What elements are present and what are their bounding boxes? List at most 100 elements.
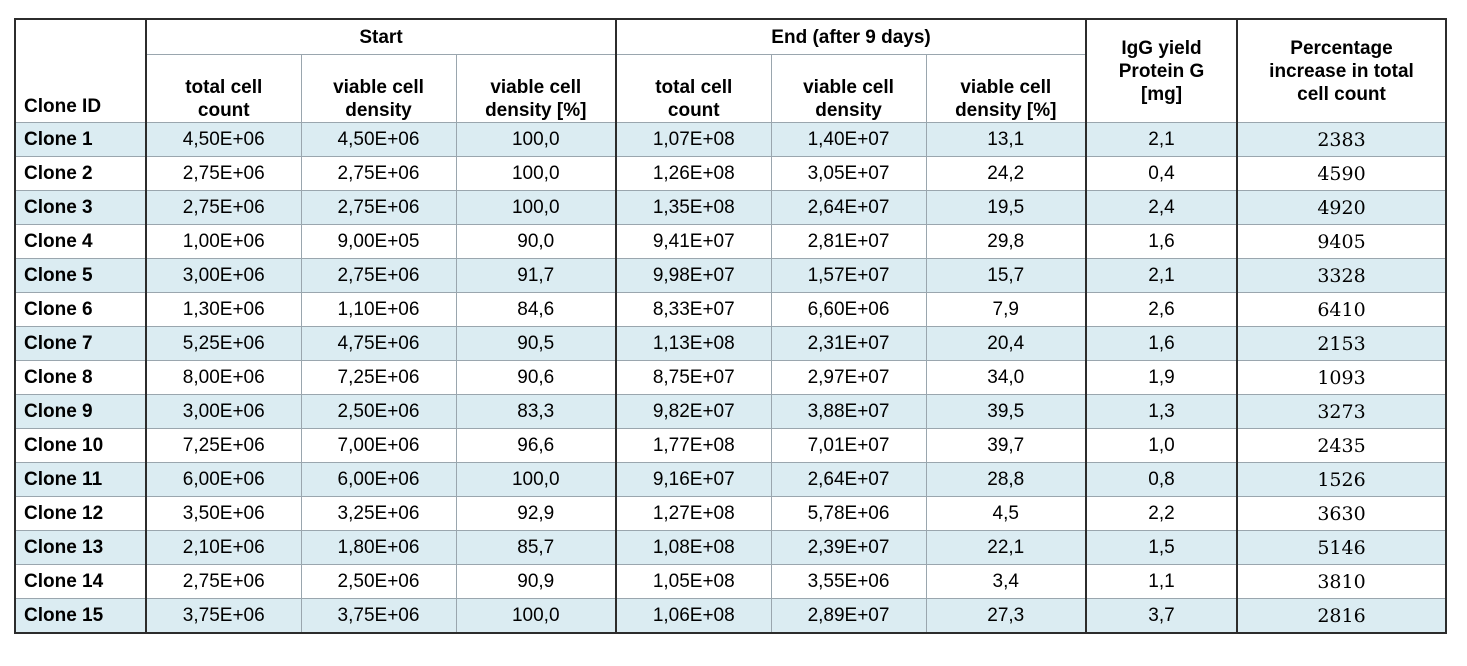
start-total-cell-count-cell: 8,00E+06 (145, 360, 302, 395)
end-viable-cell-density-pct-cell: 15,7 (925, 258, 1087, 293)
igg-yield-cell: 2,1 (1085, 122, 1238, 157)
clone-id-cell: Clone 15 (14, 598, 147, 634)
end-viable-cell-density-cell: 1,57E+07 (770, 258, 927, 293)
end-viable-cell-density-cell: 3,88E+07 (770, 394, 927, 429)
start-viable-cell-density-pct-cell: 100,0 (455, 122, 617, 157)
start-total-cell-count-cell: 2,75E+06 (145, 156, 302, 191)
igg-yield-cell: 2,2 (1085, 496, 1238, 531)
start-viable-cell-density-pct-cell: 83,3 (455, 394, 617, 429)
header-igg-yield: IgG yield Protein G [mg] (1085, 18, 1238, 123)
start-total-cell-count-cell: 3,00E+06 (145, 394, 302, 429)
start-viable-cell-density-pct-cell: 90,9 (455, 564, 617, 599)
percentage-increase-cell: 2153 (1236, 326, 1447, 361)
header-start-viable-cell-density-pct: viable cell density [%] (455, 54, 617, 123)
start-total-cell-count-cell: 4,50E+06 (145, 122, 302, 157)
table-row: Clone 4 1,00E+06 9,00E+05 90,0 9,41E+07 … (14, 224, 1447, 259)
start-viable-cell-density-cell: 9,00E+05 (300, 224, 457, 259)
clone-id-cell: Clone 8 (14, 360, 147, 395)
end-viable-cell-density-cell: 2,89E+07 (770, 598, 927, 634)
end-viable-cell-density-cell: 2,31E+07 (770, 326, 927, 361)
start-viable-cell-density-cell: 7,25E+06 (300, 360, 457, 395)
header-end-viable-cell-density-pct: viable cell density [%] (925, 54, 1087, 123)
end-viable-cell-density-pct-cell: 28,8 (925, 462, 1087, 497)
start-viable-cell-density-pct-cell: 85,7 (455, 530, 617, 565)
clone-id-cell: Clone 10 (14, 428, 147, 463)
end-total-cell-count-cell: 9,16E+07 (615, 462, 772, 497)
end-total-cell-count-cell: 1,08E+08 (615, 530, 772, 565)
clone-id-cell: Clone 9 (14, 394, 147, 429)
end-viable-cell-density-cell: 2,81E+07 (770, 224, 927, 259)
table-row: Clone 13 2,10E+06 1,80E+06 85,7 1,08E+08… (14, 530, 1447, 565)
start-viable-cell-density-pct-cell: 90,0 (455, 224, 617, 259)
start-total-cell-count-cell: 1,00E+06 (145, 224, 302, 259)
start-viable-cell-density-cell: 4,75E+06 (300, 326, 457, 361)
end-viable-cell-density-cell: 3,55E+06 (770, 564, 927, 599)
end-viable-cell-density-cell: 2,97E+07 (770, 360, 927, 395)
end-viable-cell-density-pct-cell: 20,4 (925, 326, 1087, 361)
end-viable-cell-density-cell: 1,40E+07 (770, 122, 927, 157)
percentage-increase-cell: 4920 (1236, 190, 1447, 225)
table-row: Clone 11 6,00E+06 6,00E+06 100,0 9,16E+0… (14, 462, 1447, 497)
end-viable-cell-density-pct-cell: 3,4 (925, 564, 1087, 599)
clone-id-cell: Clone 14 (14, 564, 147, 599)
igg-yield-cell: 2,1 (1085, 258, 1238, 293)
table-row: Clone 3 2,75E+06 2,75E+06 100,0 1,35E+08… (14, 190, 1447, 225)
percentage-increase-cell: 1526 (1236, 462, 1447, 497)
clone-data-table: Clone ID Start End (after 9 days) IgG yi… (14, 18, 1448, 634)
table-row: Clone 8 8,00E+06 7,25E+06 90,6 8,75E+07 … (14, 360, 1447, 395)
header-percentage-increase: Percentage increase in total cell count (1236, 18, 1447, 123)
end-viable-cell-density-cell: 2,64E+07 (770, 462, 927, 497)
percentage-increase-cell: 5146 (1236, 530, 1447, 565)
table-header: Clone ID Start End (after 9 days) IgG yi… (14, 18, 1447, 123)
percentage-increase-cell: 9405 (1236, 224, 1447, 259)
end-viable-cell-density-pct-cell: 13,1 (925, 122, 1087, 157)
percentage-increase-cell: 2383 (1236, 122, 1447, 157)
start-viable-cell-density-cell: 2,75E+06 (300, 258, 457, 293)
header-group-end: End (after 9 days) (615, 18, 1087, 55)
clone-data-table-container: Clone ID Start End (after 9 days) IgG yi… (14, 18, 1448, 634)
end-viable-cell-density-pct-cell: 27,3 (925, 598, 1087, 634)
start-viable-cell-density-cell: 1,10E+06 (300, 292, 457, 327)
end-total-cell-count-cell: 1,27E+08 (615, 496, 772, 531)
table-row: Clone 12 3,50E+06 3,25E+06 92,9 1,27E+08… (14, 496, 1447, 531)
start-total-cell-count-cell: 3,50E+06 (145, 496, 302, 531)
end-viable-cell-density-cell: 5,78E+06 (770, 496, 927, 531)
end-viable-cell-density-pct-cell: 7,9 (925, 292, 1087, 327)
percentage-increase-cell: 3328 (1236, 258, 1447, 293)
header-group-start: Start (144, 18, 617, 55)
igg-yield-cell: 0,4 (1085, 156, 1238, 191)
percentage-increase-cell: 2816 (1236, 598, 1447, 634)
end-viable-cell-density-pct-cell: 24,2 (925, 156, 1087, 191)
end-total-cell-count-cell: 1,06E+08 (615, 598, 772, 634)
table-row: Clone 15 3,75E+06 3,75E+06 100,0 1,06E+0… (14, 598, 1447, 634)
start-total-cell-count-cell: 3,75E+06 (145, 598, 302, 634)
start-viable-cell-density-pct-cell: 90,6 (455, 360, 617, 395)
igg-yield-cell: 3,7 (1085, 598, 1238, 634)
clone-id-cell: Clone 13 (14, 530, 147, 565)
table-row: Clone 10 7,25E+06 7,00E+06 96,6 1,77E+08… (14, 428, 1447, 463)
end-total-cell-count-cell: 1,07E+08 (615, 122, 772, 157)
start-viable-cell-density-cell: 2,75E+06 (300, 156, 457, 191)
percentage-increase-cell: 3630 (1236, 496, 1447, 531)
header-end-viable-cell-density: viable cell density (770, 54, 927, 123)
clone-id-cell: Clone 4 (14, 224, 147, 259)
igg-yield-cell: 1,1 (1085, 564, 1238, 599)
table-body: Clone 1 4,50E+06 4,50E+06 100,0 1,07E+08… (14, 122, 1447, 634)
start-viable-cell-density-pct-cell: 91,7 (455, 258, 617, 293)
start-viable-cell-density-cell: 7,00E+06 (300, 428, 457, 463)
table-row: Clone 6 1,30E+06 1,10E+06 84,6 8,33E+07 … (14, 292, 1447, 327)
start-total-cell-count-cell: 2,75E+06 (145, 564, 302, 599)
igg-yield-cell: 2,4 (1085, 190, 1238, 225)
igg-yield-cell: 1,5 (1085, 530, 1238, 565)
start-viable-cell-density-cell: 2,50E+06 (300, 394, 457, 429)
start-viable-cell-density-pct-cell: 90,5 (455, 326, 617, 361)
igg-yield-cell: 1,3 (1085, 394, 1238, 429)
start-viable-cell-density-cell: 6,00E+06 (300, 462, 457, 497)
end-total-cell-count-cell: 8,75E+07 (615, 360, 772, 395)
end-total-cell-count-cell: 1,05E+08 (615, 564, 772, 599)
start-total-cell-count-cell: 1,30E+06 (145, 292, 302, 327)
start-total-cell-count-cell: 3,00E+06 (145, 258, 302, 293)
clone-id-cell: Clone 3 (14, 190, 147, 225)
igg-yield-cell: 2,6 (1085, 292, 1238, 327)
end-viable-cell-density-pct-cell: 39,5 (925, 394, 1087, 429)
